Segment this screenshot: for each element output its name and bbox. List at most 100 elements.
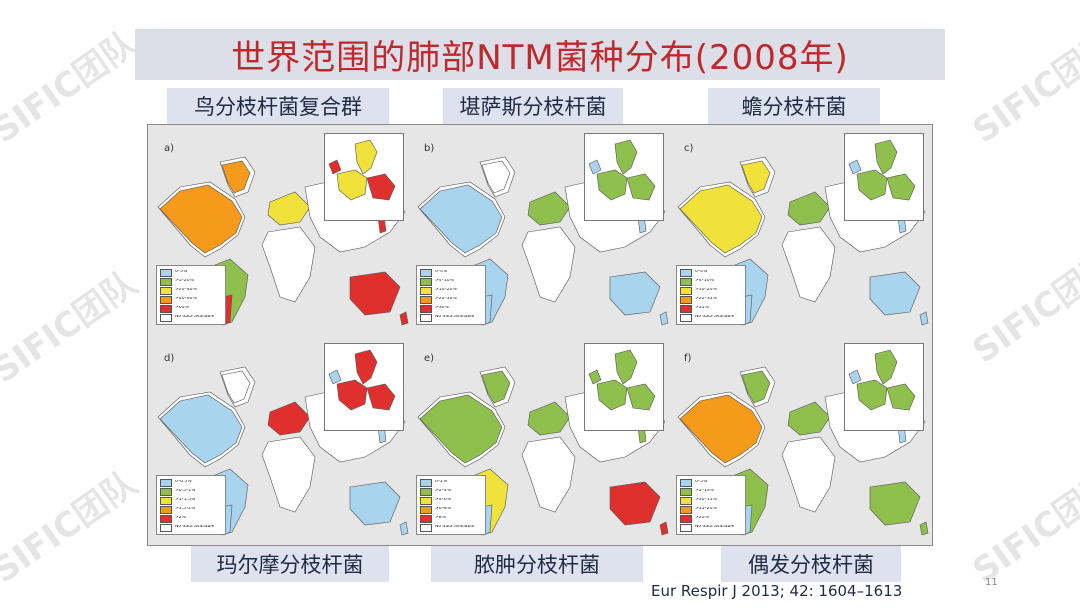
legend-row: >5–10% — [680, 487, 742, 496]
watermark: SIFIC团队 — [0, 463, 145, 592]
legend-row: >1.5–2% — [160, 505, 222, 514]
legend-label: >2–4% — [435, 489, 452, 494]
legend-row: No data available — [160, 313, 222, 322]
legend-swatch — [680, 313, 692, 322]
legend-swatch — [160, 478, 172, 487]
legend-label: 0–4% — [435, 270, 448, 275]
species-label-d: 玛尔摩分枝杆菌 — [191, 546, 389, 582]
legend-swatch — [160, 313, 172, 322]
species-label-e: 脓肿分枝杆菌 — [431, 546, 643, 582]
legend-row: >2–4% — [420, 487, 482, 496]
new-zealand-region — [399, 311, 409, 326]
new-zealand-region — [919, 521, 929, 536]
map-legend: 0–2% >2–4% >4–6% >6–8% >8% No data available — [416, 475, 486, 535]
eastern-europe-inset — [366, 383, 396, 411]
africa-region — [261, 436, 316, 513]
legend-label: >10–20% — [435, 288, 457, 293]
greenland-region — [481, 370, 511, 404]
legend-label: >40–60% — [175, 297, 197, 302]
legend-label: 0–4% — [695, 270, 708, 275]
legend-label: No data available — [695, 525, 735, 530]
eastern-europe-inset — [626, 173, 656, 201]
legend-row: No data available — [420, 313, 482, 322]
africa-region — [521, 226, 576, 303]
watermark: SIFIC团队 — [965, 23, 1080, 152]
watermark: SIFIC团队 — [965, 463, 1080, 592]
legend-swatch — [420, 487, 432, 496]
legend-swatch — [160, 304, 172, 313]
legend-label: >60% — [175, 306, 189, 311]
australia-region — [609, 481, 661, 526]
africa-region — [521, 436, 576, 513]
europe-region — [267, 401, 311, 436]
uk-inset — [588, 159, 602, 175]
legend-row: >10–20% — [680, 286, 742, 295]
western-europe-inset — [856, 379, 888, 411]
africa-region — [261, 226, 316, 303]
map-panel: f) 0–5% >5–10% >10–15% >15–20% >20% No data av… — [670, 337, 930, 545]
map-legend: 0–4% >4–10% >10–20% >20–30% >30% No data avai… — [416, 265, 486, 325]
legend-swatch — [680, 268, 692, 277]
legend-row: No data available — [160, 523, 222, 532]
map-panel: a) 0–5% >5–20% >20–40% >40–60% >60% No data av… — [150, 127, 410, 335]
legend-swatch — [420, 505, 432, 514]
legend-label: No data available — [175, 525, 215, 530]
legend-swatch — [160, 514, 172, 523]
panel-letter: e) — [424, 353, 435, 364]
legend-row: 0–0.5% — [160, 478, 222, 487]
species-label-b: 堪萨斯分枝杆菌 — [443, 88, 623, 124]
legend-label: >4–10% — [435, 279, 454, 284]
legend-label: 0–0.5% — [175, 480, 192, 485]
legend-label: >20% — [695, 516, 709, 521]
legend-label: >30% — [435, 306, 449, 311]
legend-row: >4–6% — [420, 496, 482, 505]
legend-row: >60% — [160, 304, 222, 313]
legend-swatch — [160, 487, 172, 496]
eastern-europe-inset — [626, 383, 656, 411]
legend-label: 0–5% — [175, 270, 188, 275]
new-zealand-region — [659, 521, 669, 536]
citation: Eur Respir J 2013; 42: 1604–1613 — [651, 582, 903, 600]
legend-row: >20–35% — [680, 295, 742, 304]
legend-label: No data available — [175, 315, 215, 320]
page-number: 11 — [985, 577, 998, 588]
legend-row: >2% — [160, 514, 222, 523]
legend-row: >6–8% — [420, 505, 482, 514]
legend-row: >10–15% — [680, 496, 742, 505]
europe-region — [527, 401, 571, 436]
legend-label: >1.5–2% — [175, 507, 196, 512]
uk-inset — [848, 159, 862, 175]
australia-region — [869, 481, 921, 526]
legend-row: No data available — [680, 313, 742, 322]
slide-title-bar: 世界范围的肺部NTM菌种分布(2008年) — [135, 29, 945, 80]
europe-inset — [324, 133, 404, 221]
europe-region — [787, 401, 831, 436]
map-panel: b) 0–4% >4–10% >10–20% >20–30% >30% No data av… — [410, 127, 670, 335]
legend-label: >5–20% — [175, 279, 194, 284]
legend-swatch — [160, 496, 172, 505]
legend-swatch — [420, 514, 432, 523]
legend-swatch — [160, 295, 172, 304]
legend-label: No data available — [435, 525, 475, 530]
europe-region — [267, 191, 311, 226]
legend-row: 0–4% — [420, 268, 482, 277]
legend-label: >8% — [435, 516, 446, 521]
western-europe-inset — [596, 169, 628, 201]
map-legend: 0–0.5% >0.5–1% >1–1.5% >1.5–2% >2% No data av… — [156, 475, 226, 535]
scandinavia-inset — [614, 349, 638, 385]
legend-row: >30% — [420, 304, 482, 313]
watermark: SIFIC团队 — [965, 243, 1080, 372]
legend-label: >35% — [695, 306, 709, 311]
legend-swatch — [420, 304, 432, 313]
species-label-c: 蟾分枝杆菌 — [708, 88, 880, 124]
watermark: SIFIC团队 — [0, 23, 145, 152]
legend-row: >20% — [680, 514, 742, 523]
europe-inset — [584, 133, 664, 221]
map-panel: e) 0–2% >2–4% >4–6% >6–8% >8% No data availabl… — [410, 337, 670, 545]
greenland-region — [741, 160, 771, 194]
legend-label: >10–20% — [695, 288, 717, 293]
legend-label: >20–35% — [695, 297, 717, 302]
new-zealand-region — [919, 311, 929, 326]
western-europe-inset — [856, 169, 888, 201]
scandinavia-inset — [614, 139, 638, 175]
